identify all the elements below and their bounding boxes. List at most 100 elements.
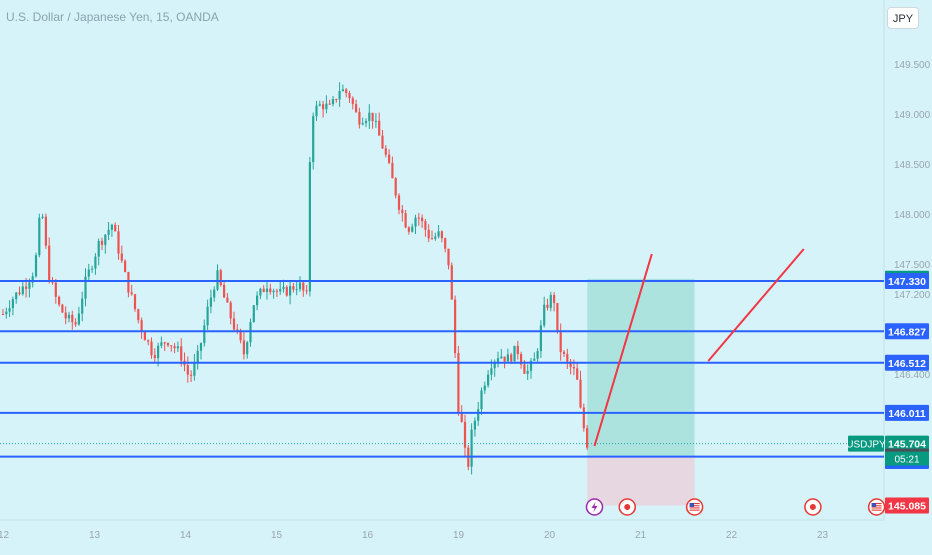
candle-body: [351, 98, 354, 105]
candle-body: [64, 312, 67, 319]
candle-body: [282, 287, 285, 290]
price-label-text: 147.330: [888, 276, 926, 288]
price-label-box: [885, 323, 929, 340]
candle-body: [421, 217, 424, 222]
candle-body: [305, 290, 308, 292]
candle-body: [341, 89, 344, 92]
candle-body: [120, 253, 123, 261]
time-tick-label: 22: [726, 530, 738, 541]
candle-body: [417, 217, 420, 219]
candle-body: [77, 313, 80, 325]
candle-body: [21, 286, 24, 295]
price-label-box: [885, 354, 929, 371]
candle-body: [516, 345, 519, 355]
candle-body: [335, 99, 338, 101]
candle-body: [427, 229, 430, 239]
price-tick-label: 146.400: [894, 370, 931, 381]
candle-body: [272, 290, 275, 293]
candle-body: [523, 364, 526, 374]
price-tick-label: 147.200: [894, 290, 931, 301]
candle-body: [520, 354, 523, 365]
event-dot-icon[interactable]: [804, 498, 822, 516]
candle-body: [54, 282, 57, 297]
candle-body: [269, 288, 272, 293]
trend-line: [593, 253, 653, 447]
candle-body: [473, 420, 476, 430]
candle-body: [450, 265, 453, 300]
price-tick-label: 148.500: [894, 160, 931, 171]
candle-body: [176, 346, 179, 349]
candle-body: [160, 342, 163, 346]
price-tick-label: 148.000: [894, 210, 931, 221]
event-dot-icon[interactable]: [618, 498, 637, 516]
candle-body: [61, 304, 64, 313]
candle-body: [34, 255, 38, 277]
candle-body: [569, 361, 572, 367]
candle-body: [579, 379, 582, 408]
candle-body: [414, 217, 417, 227]
candle-body: [8, 308, 11, 312]
price-tick-label: 147.500: [894, 260, 931, 271]
us-flag-icon[interactable]: [685, 498, 704, 516]
candle-body: [338, 91, 341, 100]
flag-stripe: [689, 509, 700, 511]
candle-body: [163, 342, 166, 344]
candle-body: [483, 385, 486, 391]
candle-body: [31, 276, 34, 283]
candle-body: [493, 361, 496, 369]
candle-body: [355, 104, 358, 113]
candle-body: [576, 368, 579, 380]
us-flag-icon[interactable]: [867, 498, 886, 516]
candle-body: [44, 216, 47, 246]
lightning-icon[interactable]: [585, 498, 604, 516]
price-label-box: [885, 404, 929, 421]
flag-canton: [689, 503, 695, 507]
time-tick-label: 16: [362, 530, 374, 541]
candle-body: [430, 238, 434, 240]
candle-body: [371, 112, 374, 122]
price-label-text: 146.011: [888, 408, 926, 420]
candle-body: [213, 289, 216, 298]
candle-body: [140, 320, 143, 332]
candle-body: [384, 148, 387, 155]
candle-body: [84, 276, 87, 299]
candle-body: [586, 428, 589, 448]
candle-body: [18, 292, 21, 295]
candle-body: [256, 295, 259, 306]
candle-body: [157, 345, 160, 359]
candle-body: [259, 288, 262, 296]
candle-body: [186, 365, 189, 375]
candle-body: [506, 354, 509, 362]
candle-body: [196, 350, 199, 363]
candle-body: [318, 104, 321, 106]
candle-body: [477, 409, 480, 421]
candle-body: [480, 390, 483, 410]
candle-body: [38, 217, 41, 256]
candle-body: [295, 289, 298, 291]
price-label-text: 146.512: [888, 358, 926, 370]
candle-body: [28, 282, 31, 289]
candle-body: [312, 116, 315, 163]
candle-body: [374, 120, 377, 122]
candle-body: [407, 227, 410, 232]
candle-body: [424, 221, 427, 230]
candle-body: [539, 325, 542, 352]
candle-body: [71, 314, 74, 323]
candle-body: [137, 309, 140, 321]
candle-body: [582, 407, 585, 429]
currency-button[interactable]: JPY: [887, 7, 919, 29]
candle-body: [15, 292, 18, 300]
candle-body: [190, 374, 193, 376]
flag-stripe: [689, 505, 700, 507]
candle-body: [553, 294, 556, 304]
marker-circle: [867, 498, 886, 516]
candle-body: [229, 302, 232, 319]
candle-body: [117, 231, 120, 254]
candle-body: [216, 270, 219, 290]
price-tick-label: 149.500: [894, 60, 931, 71]
candle-body: [100, 240, 104, 245]
candle-body: [490, 368, 493, 375]
candle-body: [193, 362, 196, 376]
